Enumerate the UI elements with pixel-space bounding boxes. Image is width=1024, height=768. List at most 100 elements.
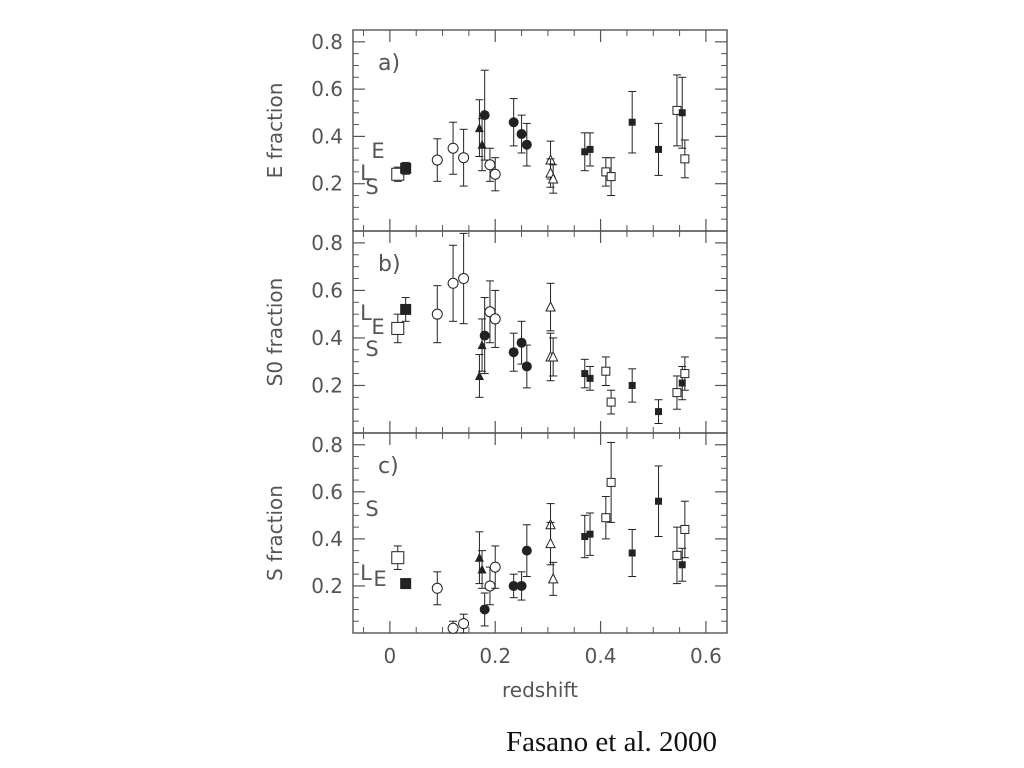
x-tick-label: 0: [384, 644, 397, 668]
y-tick-label: 0.4: [311, 124, 343, 148]
data-point-filled-square: [678, 561, 686, 569]
morph-type-label: S: [365, 175, 378, 199]
data-point-open-circle: [489, 561, 501, 573]
data-point-open-circle: [431, 154, 443, 166]
y-axis-title: S fraction: [263, 485, 287, 581]
panel-a: 0.2 0.4 0.6 0.8 E fraction a) ELS: [263, 29, 728, 232]
data-point-open-triangle: [547, 572, 559, 584]
data-point-filled-triangle: [477, 139, 487, 149]
data-point-open-circle: [489, 313, 501, 325]
y-tick-label: 0.8: [311, 30, 343, 54]
data-point-open-square: [601, 366, 611, 376]
data-point-open-square: [606, 172, 616, 182]
data-point-filled-circle: [479, 110, 490, 121]
y-tick-label: 0.8: [311, 231, 343, 255]
data-point-open-circle: [447, 277, 459, 289]
y-tick-label: 0.6: [311, 278, 343, 302]
data-point-open-circle: [431, 582, 443, 594]
panel-label: c): [378, 454, 399, 479]
data-point-filled-square: [655, 408, 663, 416]
morph-type-label: L: [360, 301, 372, 325]
data-point-open-square: [601, 513, 611, 523]
data-point-filled-square: [678, 379, 686, 387]
data-point-filled-circle: [521, 139, 532, 150]
data-point-filled-square: [586, 530, 594, 538]
data-point-open-square: [672, 550, 682, 560]
data-point-open-square: [680, 154, 690, 164]
data-point-open-square: [606, 477, 616, 487]
data-point-filled-circle: [521, 545, 532, 556]
data-point-open-triangle: [545, 300, 556, 312]
morph-type-label: E: [371, 139, 384, 163]
data-point-open-circle: [447, 622, 459, 634]
data-point-filled-square: [655, 145, 663, 153]
data-point-open-triangle: [547, 172, 559, 184]
data-point-open-triangle: [545, 537, 556, 549]
data-point-filled-circle: [479, 330, 490, 341]
data-point-open-circle: [458, 152, 470, 164]
morph-type-label: L: [360, 161, 372, 185]
y-tick-label: 0.2: [311, 373, 343, 397]
x-axis-title: redshift: [502, 678, 578, 702]
morph-type-label: E: [373, 567, 386, 591]
citation-caption: Fasano et al. 2000: [506, 726, 718, 758]
panel-b: 0.2 0.4 0.6 0.8 S0 fraction b)LES: [263, 230, 728, 434]
morph-type-label: L: [360, 561, 372, 585]
y-tick-label: 0.6: [311, 77, 343, 101]
morph-type-label: S: [365, 337, 378, 361]
data-point-open-circle: [458, 618, 470, 630]
panel-frame: [352, 29, 728, 232]
data-point-open-circle: [431, 308, 443, 320]
data-point-open-square: [606, 397, 616, 407]
data-point-filled-square-large: [400, 162, 412, 174]
data-point-filled-circle: [508, 117, 519, 128]
data-point-filled-circle: [479, 604, 490, 615]
data-point-filled-triangle: [474, 552, 484, 562]
panel-label: b): [378, 252, 401, 277]
data-point-open-square: [680, 524, 690, 534]
data-point-open-circle: [484, 580, 496, 592]
data-point-open-circle: [489, 168, 501, 180]
data-point-filled-square: [628, 549, 636, 557]
data-point-filled-square: [581, 370, 589, 378]
data-point-filled-square: [655, 497, 663, 505]
data-point-open-square-large: [391, 321, 405, 335]
morph-type-label: E: [371, 315, 384, 339]
panel-c: 0.2 0.4 0.6 0.8 S fraction c)S L E: [263, 432, 728, 634]
data-point-filled-square: [586, 374, 594, 382]
data-point-filled-circle: [521, 361, 532, 372]
panel-frame: [352, 432, 728, 634]
data-point-filled-square: [586, 145, 594, 153]
data-point-open-square-large: [391, 551, 405, 565]
data-point-filled-square: [628, 118, 636, 126]
y-axis-title: S0 fraction: [263, 278, 287, 387]
y-tick-label: 0.4: [311, 326, 343, 350]
panel-frame: [352, 230, 728, 434]
data-point-filled-square: [581, 533, 589, 541]
data-point-filled-triangle: [474, 123, 484, 133]
y-axis-title: E fraction: [263, 83, 287, 179]
panel-label: a): [378, 51, 400, 76]
data-point-filled-circle: [508, 347, 519, 358]
y-tick-label: 0.4: [311, 527, 343, 551]
data-point-filled-square-large: [400, 303, 412, 315]
y-tick-label: 0.2: [311, 574, 343, 598]
y-tick-label: 0.2: [311, 172, 343, 196]
y-tick-label: 0.6: [311, 480, 343, 504]
data-point-open-square: [672, 388, 682, 398]
data-point-open-triangle: [547, 350, 559, 362]
data-point-filled-square-large: [400, 578, 412, 590]
data-point-filled-square: [628, 381, 636, 389]
data-point-filled-circle: [516, 580, 527, 591]
data-point-filled-triangle: [477, 340, 487, 350]
data-point-filled-circle: [516, 129, 527, 140]
y-tick-label: 0.8: [311, 433, 343, 457]
data-point-open-circle: [458, 273, 470, 285]
data-point-filled-square: [678, 109, 686, 117]
x-tick-label: 0.4: [585, 644, 617, 668]
data-point-filled-circle: [516, 337, 527, 348]
data-point-open-circle: [447, 142, 459, 154]
x-tick-label: 0.2: [479, 644, 511, 668]
morph-type-label: S: [365, 497, 378, 521]
data-point-open-circle: [484, 159, 496, 171]
